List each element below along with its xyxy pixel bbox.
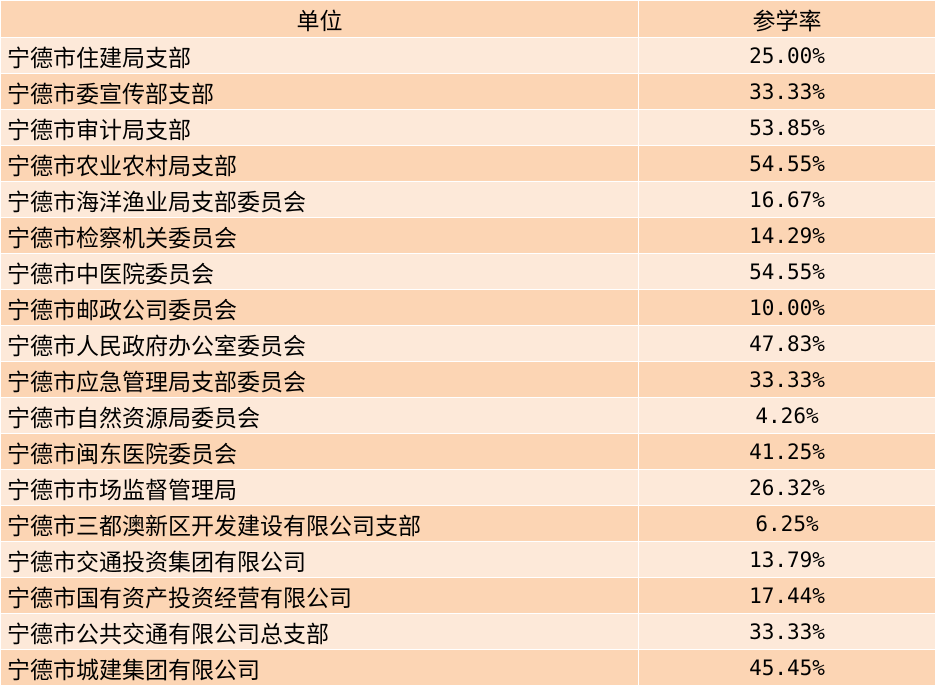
table-row: 宁德市住建局支部 25.00% bbox=[0, 37, 935, 74]
unit-cell: 宁德市国有资产投资经营有限公司 bbox=[0, 577, 639, 614]
rate-cell: 6.25% bbox=[638, 505, 935, 542]
rate-cell: 45.45% bbox=[638, 649, 935, 686]
table-row: 宁德市委宣传部支部 33.33% bbox=[0, 73, 935, 110]
table-row: 宁德市人民政府办公室委员会 47.83% bbox=[0, 325, 935, 362]
table-row: 宁德市审计局支部 53.85% bbox=[0, 109, 935, 146]
table-row: 宁德市市场监督管理局 26.32% bbox=[0, 469, 935, 506]
table-row: 宁德市自然资源局委员会 4.26% bbox=[0, 397, 935, 434]
header-unit: 单位 bbox=[0, 0, 639, 38]
rate-cell: 14.29% bbox=[638, 217, 935, 254]
rate-cell: 26.32% bbox=[638, 469, 935, 506]
table-row: 宁德市城建集团有限公司 45.45% bbox=[0, 649, 935, 686]
table-row: 宁德市农业农村局支部 54.55% bbox=[0, 145, 935, 182]
table-row: 宁德市交通投资集团有限公司 13.79% bbox=[0, 541, 935, 578]
unit-cell: 宁德市邮政公司委员会 bbox=[0, 289, 639, 326]
rate-cell: 16.67% bbox=[638, 181, 935, 218]
rate-cell: 4.26% bbox=[638, 397, 935, 434]
table-row: 宁德市海洋渔业局支部委员会 16.67% bbox=[0, 181, 935, 218]
table-row: 宁德市三都澳新区开发建设有限公司支部 6.25% bbox=[0, 505, 935, 542]
table-row: 宁德市检察机关委员会 14.29% bbox=[0, 217, 935, 254]
table-row: 宁德市闽东医院委员会 41.25% bbox=[0, 433, 935, 470]
table-row: 宁德市应急管理局支部委员会 33.33% bbox=[0, 361, 935, 398]
unit-cell: 宁德市海洋渔业局支部委员会 bbox=[0, 181, 639, 218]
rate-cell: 25.00% bbox=[638, 37, 935, 74]
rate-cell: 13.79% bbox=[638, 541, 935, 578]
unit-cell: 宁德市公共交通有限公司总支部 bbox=[0, 613, 639, 650]
unit-cell: 宁德市委宣传部支部 bbox=[0, 73, 639, 110]
rate-cell: 10.00% bbox=[638, 289, 935, 326]
rate-cell: 33.33% bbox=[638, 73, 935, 110]
table-row: 宁德市公共交通有限公司总支部 33.33% bbox=[0, 613, 935, 650]
unit-cell: 宁德市自然资源局委员会 bbox=[0, 397, 639, 434]
rate-cell: 53.85% bbox=[638, 109, 935, 146]
unit-cell: 宁德市城建集团有限公司 bbox=[0, 649, 639, 686]
unit-cell: 宁德市市场监督管理局 bbox=[0, 469, 639, 506]
unit-cell: 宁德市住建局支部 bbox=[0, 37, 639, 74]
table-row: 宁德市国有资产投资经营有限公司 17.44% bbox=[0, 577, 935, 614]
header-row: 单位 参学率 bbox=[0, 0, 935, 38]
rate-cell: 54.55% bbox=[638, 145, 935, 182]
rate-cell: 33.33% bbox=[638, 361, 935, 398]
rate-cell: 33.33% bbox=[638, 613, 935, 650]
unit-cell: 宁德市农业农村局支部 bbox=[0, 145, 639, 182]
unit-cell: 宁德市审计局支部 bbox=[0, 109, 639, 146]
unit-cell: 宁德市闽东医院委员会 bbox=[0, 433, 639, 470]
table-row: 宁德市中医院委员会 54.55% bbox=[0, 253, 935, 290]
unit-cell: 宁德市人民政府办公室委员会 bbox=[0, 325, 639, 362]
unit-cell: 宁德市应急管理局支部委员会 bbox=[0, 361, 639, 398]
unit-cell: 宁德市检察机关委员会 bbox=[0, 217, 639, 254]
rate-cell: 17.44% bbox=[638, 577, 935, 614]
rate-cell: 41.25% bbox=[638, 433, 935, 470]
unit-cell: 宁德市中医院委员会 bbox=[0, 253, 639, 290]
rate-cell: 47.83% bbox=[638, 325, 935, 362]
header-rate: 参学率 bbox=[638, 0, 935, 38]
unit-cell: 宁德市三都澳新区开发建设有限公司支部 bbox=[0, 505, 639, 542]
rate-cell: 54.55% bbox=[638, 253, 935, 290]
table-row: 宁德市邮政公司委员会 10.00% bbox=[0, 289, 935, 326]
unit-cell: 宁德市交通投资集团有限公司 bbox=[0, 541, 639, 578]
